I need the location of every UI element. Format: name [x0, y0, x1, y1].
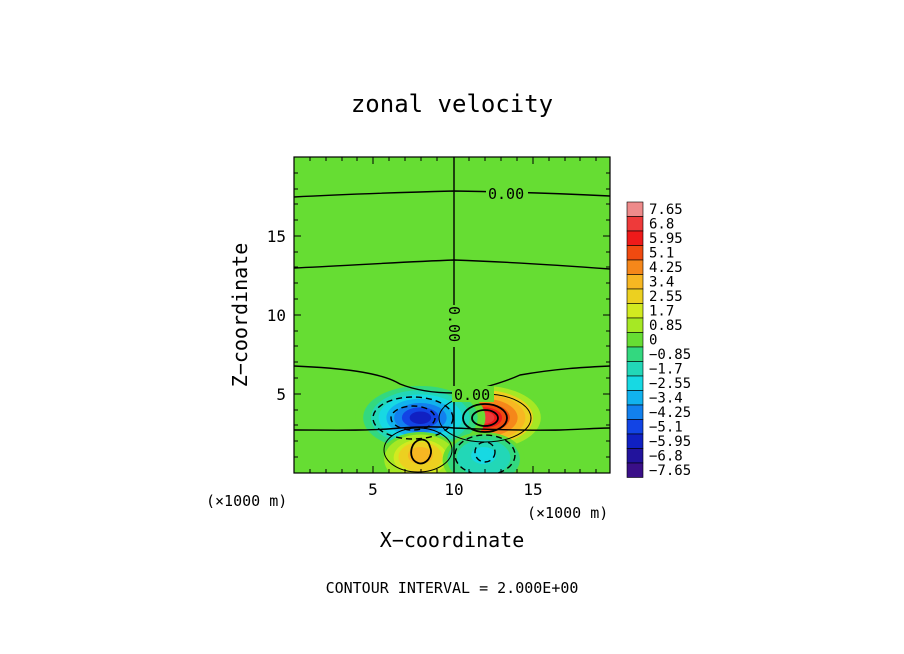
y-tick-label: 10 — [267, 306, 286, 325]
negative-velocity-core — [442, 432, 525, 473]
colorbar-label: −5.95 — [649, 434, 691, 450]
colorbar-label: −2.55 — [649, 376, 691, 392]
chart-title: zonal velocity — [351, 90, 553, 118]
colorbar-label: −1.7 — [649, 362, 683, 378]
colorbar-label: 0.85 — [649, 318, 683, 334]
y-tick-label: 15 — [267, 227, 286, 246]
contour-lines — [294, 157, 610, 473]
colorbar-swatch — [626, 346, 644, 362]
contour-interval-note: CONTOUR INTERVAL = 2.000E+00 — [326, 579, 579, 597]
colorbar-label: −5.1 — [649, 420, 683, 436]
contour-labels: 0.00 0.00 0.00 — [445, 185, 528, 404]
colorbar-label: 6.8 — [649, 217, 674, 233]
colorbar-swatch — [626, 375, 644, 391]
colorbar-label: 0 — [649, 333, 657, 349]
colorbar-swatch — [626, 245, 644, 261]
colorbar-label: 7.65 — [649, 202, 683, 218]
colorbar-swatch — [626, 317, 644, 333]
tick-marks — [294, 157, 610, 473]
colorbar-swatch — [626, 274, 644, 290]
colorbar-swatch — [626, 448, 644, 464]
y-axis-label: Z−coordinate — [228, 243, 252, 388]
field-level — [412, 449, 429, 461]
field-level — [475, 449, 492, 461]
colorbar-swatch — [626, 288, 644, 304]
colorbar-swatch — [626, 361, 644, 377]
colorbar: 7.656.85.955.14.253.42.551.70.850−0.85−1… — [626, 201, 691, 479]
colorbar-label: −7.65 — [649, 463, 691, 479]
colorbar-swatch — [626, 404, 644, 420]
x-tick-label: 10 — [444, 480, 463, 499]
colorbar-swatch — [626, 390, 644, 406]
colorbar-label: 1.7 — [649, 304, 674, 320]
colorbar-swatch — [626, 433, 644, 449]
x-unit-label: (×1000 m) — [527, 504, 608, 522]
colorbar-swatch — [626, 230, 644, 246]
contour-label-top: 0.00 — [488, 185, 524, 203]
x-tick-label: 5 — [368, 480, 378, 499]
colorbar-label: 4.25 — [649, 260, 683, 276]
x-tick-label: 15 — [523, 480, 542, 499]
contour-label-middle: 0.00 — [445, 306, 463, 342]
colorbar-swatch — [626, 332, 644, 348]
contour-label-lower: 0.00 — [454, 386, 490, 404]
contour-core-negative — [372, 396, 516, 473]
colorbar-label: −0.85 — [649, 347, 691, 363]
colorbar-label: 3.4 — [649, 275, 674, 291]
colorbar-swatch — [626, 303, 644, 319]
field-level — [409, 411, 432, 424]
colorbar-label: 5.1 — [649, 246, 674, 262]
colorbar-swatch — [626, 201, 644, 217]
colorbar-label: 5.95 — [649, 231, 683, 247]
colorbar-label: −3.4 — [649, 391, 683, 407]
colorbar-label: −4.25 — [649, 405, 691, 421]
colorbar-swatch — [626, 216, 644, 232]
colorbar-label: −6.8 — [649, 449, 683, 465]
y-tick-label: 5 — [276, 385, 286, 404]
z-unit-label: (×1000 m) — [206, 492, 287, 510]
colorbar-label: 2.55 — [649, 289, 683, 305]
colorbar-swatch — [626, 419, 644, 435]
plot-area: 0.00 0.00 0.00 — [294, 157, 610, 473]
x-axis-label: X−coordinate — [380, 528, 525, 552]
colorbar-swatch — [626, 259, 644, 275]
colorbar-swatch — [626, 462, 644, 478]
contour-core-positive — [410, 403, 508, 465]
